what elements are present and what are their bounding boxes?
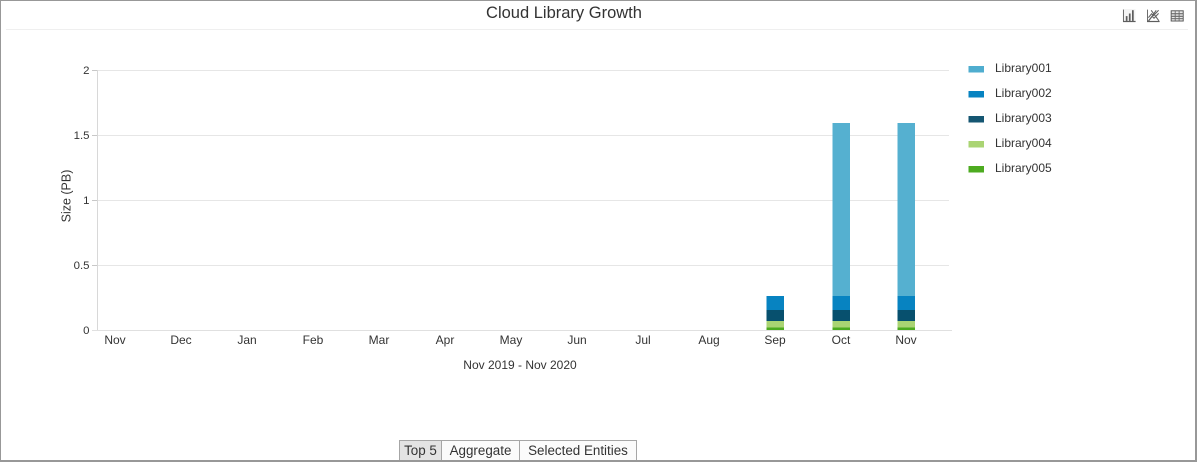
svg-text:Oct: Oct [832, 333, 851, 347]
svg-text:Dec: Dec [170, 333, 191, 347]
svg-text:Library005: Library005 [995, 161, 1052, 175]
svg-text:Library001: Library001 [995, 61, 1052, 75]
svg-text:Jul: Jul [635, 333, 650, 347]
svg-text:1.5: 1.5 [74, 130, 90, 142]
svg-text:Library002: Library002 [995, 86, 1052, 100]
svg-text:Feb: Feb [303, 333, 324, 347]
svg-text:Size (PB): Size (PB) [60, 170, 74, 223]
svg-text:Library004: Library004 [995, 136, 1052, 150]
svg-text:Nov: Nov [895, 333, 916, 347]
svg-text:Jan: Jan [237, 333, 256, 347]
svg-text:Aug: Aug [698, 333, 719, 347]
svg-text:Mar: Mar [369, 333, 390, 347]
svg-text:Jun: Jun [567, 333, 586, 347]
svg-text:Nov 2019 - Nov 2020: Nov 2019 - Nov 2020 [463, 358, 577, 372]
svg-text:0: 0 [83, 325, 89, 337]
svg-text:0.5: 0.5 [74, 260, 90, 272]
svg-text:2: 2 [83, 65, 89, 77]
svg-text:Sep: Sep [764, 333, 786, 347]
svg-text:Nov: Nov [104, 333, 125, 347]
svg-text:Library003: Library003 [995, 111, 1052, 125]
svg-text:May: May [500, 333, 523, 347]
svg-text:Apr: Apr [436, 333, 455, 347]
svg-text:1: 1 [83, 195, 89, 207]
